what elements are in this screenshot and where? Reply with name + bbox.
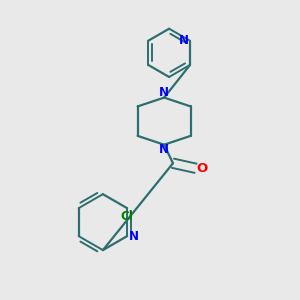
Text: N: N <box>159 143 169 157</box>
Text: N: N <box>129 230 139 243</box>
Text: Cl: Cl <box>121 210 134 223</box>
Text: N: N <box>178 34 189 47</box>
Text: N: N <box>159 86 169 99</box>
Text: O: O <box>196 162 208 175</box>
